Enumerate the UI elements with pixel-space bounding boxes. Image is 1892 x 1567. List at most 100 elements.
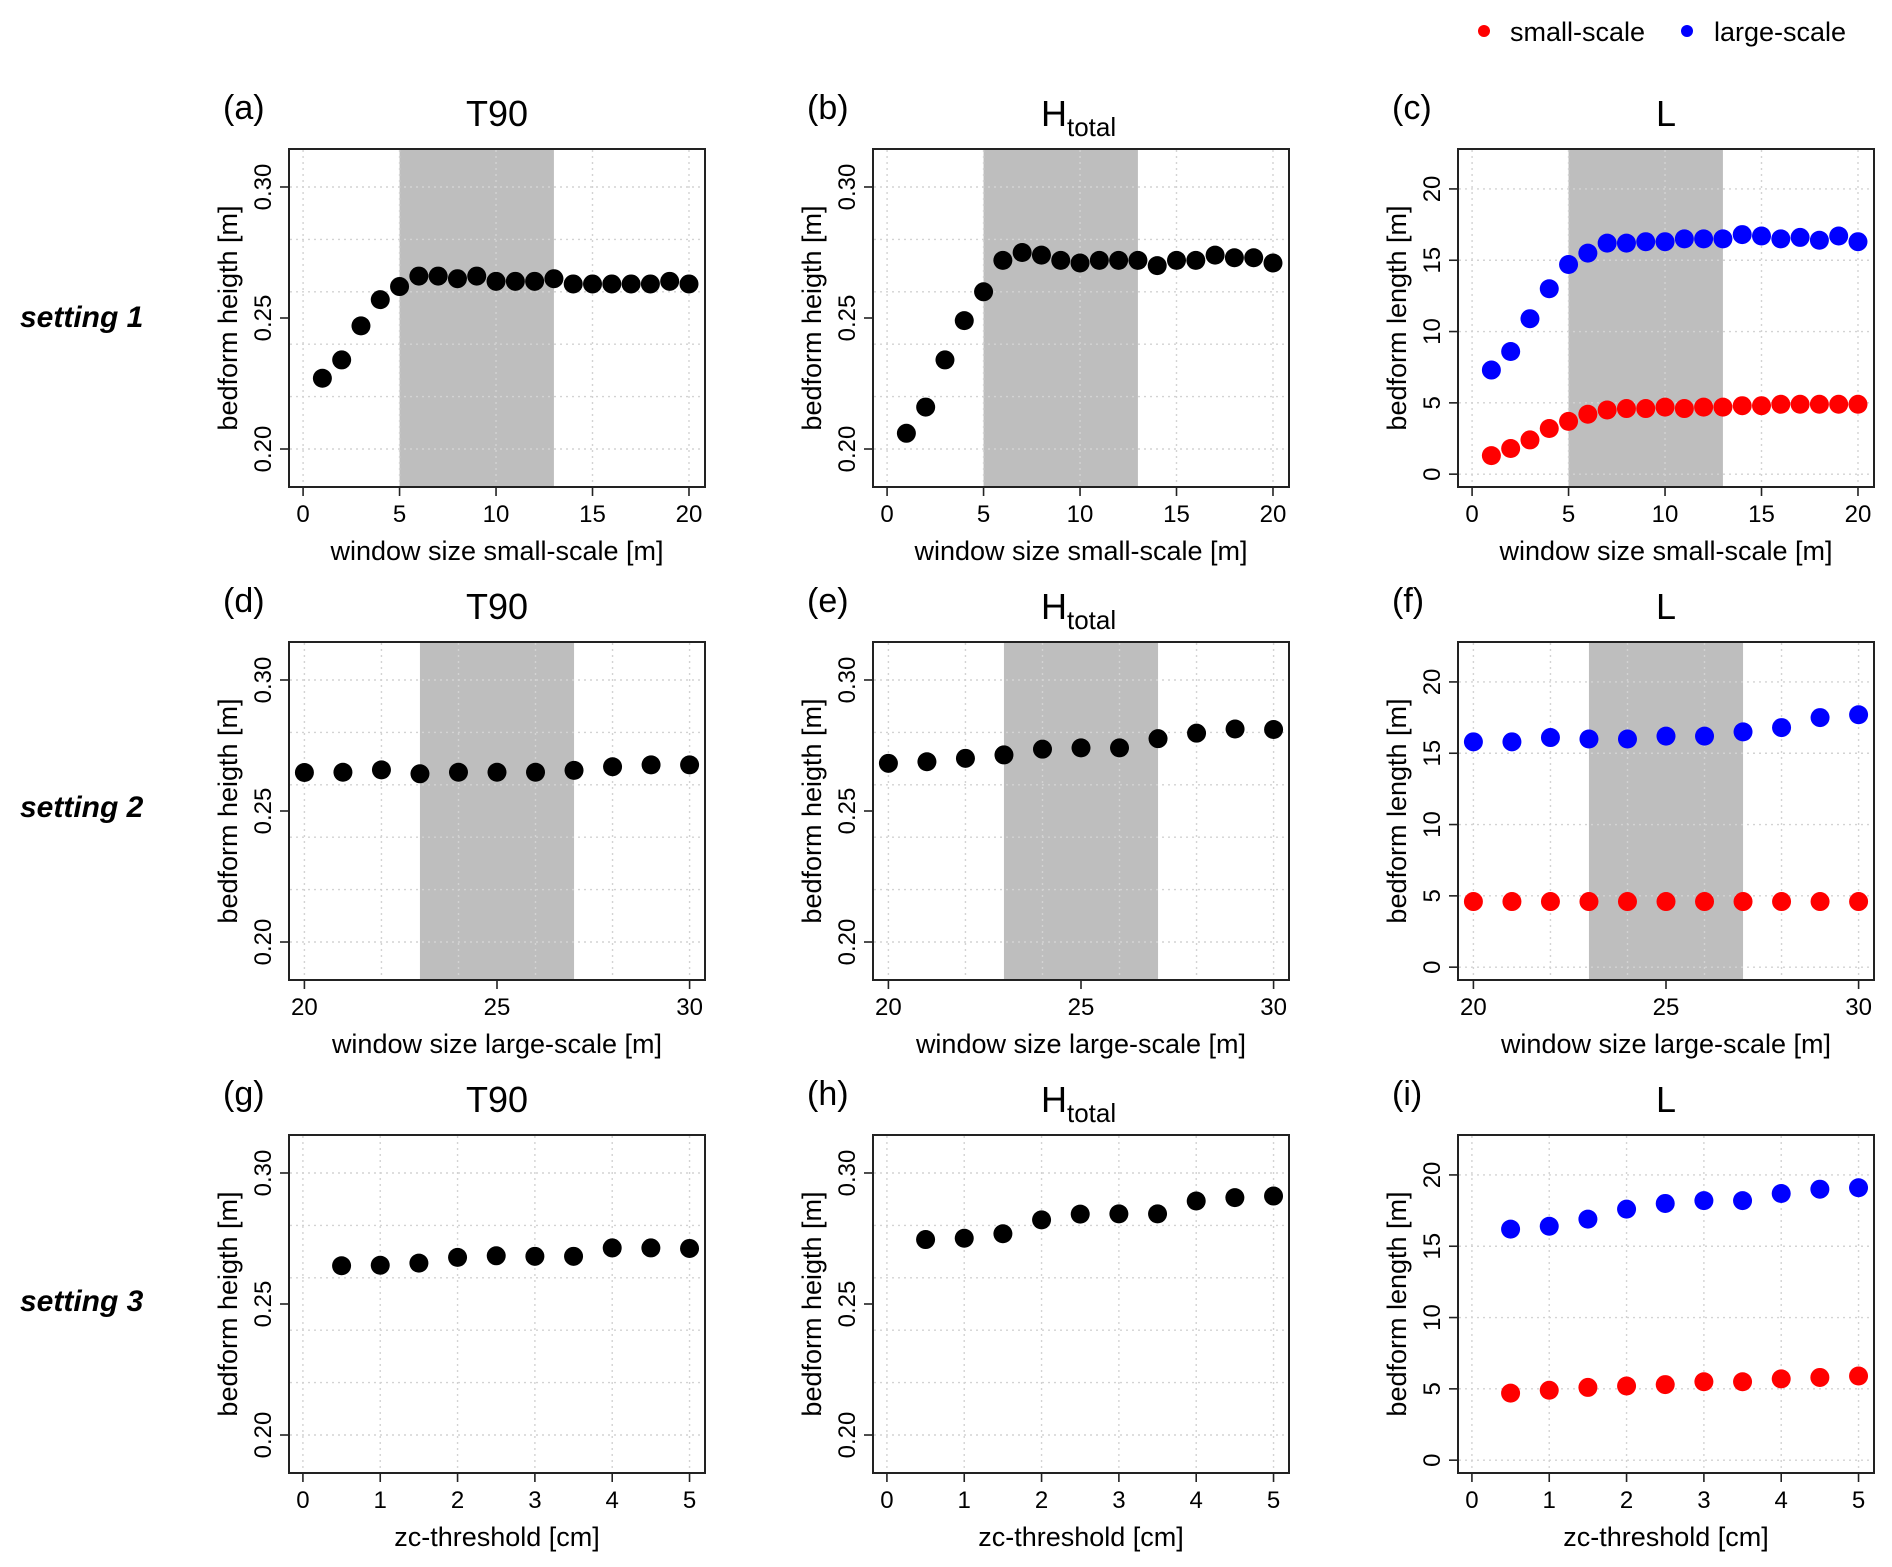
data-point	[563, 274, 583, 294]
panel-letter: (g)	[223, 1075, 265, 1113]
data-point	[1694, 1191, 1714, 1211]
panel-title-main: H	[1041, 1079, 1067, 1120]
panel-title-main: L	[1656, 93, 1676, 134]
series-htotal	[896, 242, 1283, 443]
x-tick-label: 0	[880, 1487, 893, 1514]
x-tick-label: 5	[393, 501, 406, 528]
legend-label-small-scale: small-scale	[1510, 17, 1645, 47]
x-tick-label: 15	[579, 501, 606, 528]
x-tick-label: 5	[1562, 501, 1575, 528]
x-tick-label: 10	[483, 501, 510, 528]
data-point	[1616, 233, 1636, 253]
x-tick-label: 10	[1652, 501, 1679, 528]
y-tick-label: 10	[1419, 811, 1446, 838]
legend-marker-small-scale	[1478, 25, 1490, 37]
data-point	[1148, 729, 1168, 749]
data-point	[1070, 253, 1090, 273]
panel-i: 0 1 2 3 4 5 0 5 10 15 20 zc-threshold [cm] bedform l…	[1382, 1075, 1875, 1552]
data-point	[467, 266, 487, 286]
x-tick-label: 5	[1267, 1487, 1280, 1514]
data-point	[916, 397, 936, 417]
x-axis-label: window size small-scale [m]	[1498, 536, 1832, 566]
data-point	[1849, 705, 1869, 725]
series-large-scale	[1463, 705, 1869, 752]
row-label-setting-1: setting 1	[20, 301, 143, 334]
x-tick-label: 1	[1543, 1487, 1556, 1514]
y-tick-label: 5	[1419, 889, 1446, 902]
y-tick-label: 15	[1419, 740, 1446, 767]
x-axis-label: window size large-scale [m]	[915, 1029, 1246, 1059]
data-point	[1540, 728, 1560, 748]
data-point	[1655, 232, 1675, 252]
data-point	[1809, 230, 1829, 250]
x-tick-label: 30	[1845, 994, 1872, 1021]
data-point	[526, 762, 546, 782]
panel-letter: (h)	[807, 1075, 849, 1113]
x-tick-label: 15	[1163, 501, 1190, 528]
series-htotal	[916, 1186, 1284, 1250]
data-point	[1752, 226, 1772, 246]
data-point	[954, 1228, 974, 1248]
panel-letter: (a)	[223, 89, 265, 127]
data-point	[1501, 1219, 1521, 1239]
panel-letter: (b)	[807, 89, 849, 127]
data-point	[390, 277, 410, 297]
y-tick-label: 0.30	[250, 164, 277, 211]
data-point	[1578, 1377, 1598, 1397]
panel-e: 20 25 30 0.20 0.25 0.30 window size large-scal…	[797, 582, 1290, 1059]
y-tick-label: 0	[1419, 1453, 1446, 1466]
panel-g: 0 1 2 3 4 5 0.20 0.25 0.30 zc-threshold [cm] bedfo…	[213, 1075, 706, 1552]
data-point	[1752, 396, 1772, 416]
y-tick-label: 0.25	[834, 295, 861, 342]
panel-title-main: H	[1041, 93, 1067, 134]
data-point	[641, 755, 661, 775]
data-point	[332, 1256, 352, 1276]
shaded-window-region	[399, 149, 554, 487]
data-point	[935, 350, 955, 370]
panel-title: L	[1656, 586, 1676, 627]
series-small-scale	[1463, 892, 1869, 912]
data-point	[1225, 719, 1245, 739]
y-tick-label: 20	[1419, 669, 1446, 696]
series-large-scale	[1481, 225, 1868, 380]
x-tick-label: 2	[451, 1487, 464, 1514]
data-point	[1540, 892, 1560, 912]
y-tick-label: 0.25	[834, 788, 861, 835]
data-point	[603, 757, 623, 777]
panel-title-main: T90	[466, 586, 528, 627]
data-point	[896, 423, 916, 443]
data-point	[1187, 723, 1207, 743]
y-axis-label: bedform heigth [m]	[797, 1191, 827, 1416]
data-point	[1656, 726, 1676, 746]
panel-title-subscript: total	[1067, 605, 1116, 635]
data-point	[1463, 892, 1483, 912]
shaded-window-region	[983, 149, 1138, 487]
x-tick-label: 25	[1068, 994, 1095, 1021]
data-point	[1829, 394, 1849, 414]
x-tick-label: 20	[1260, 501, 1287, 528]
series-t90	[312, 266, 699, 388]
panel-title-main: T90	[466, 93, 528, 134]
y-tick-label: 0	[1419, 960, 1446, 973]
data-point	[1617, 1376, 1637, 1396]
data-point	[1502, 732, 1522, 752]
data-point	[1501, 342, 1521, 362]
panel-a: 0 5 10 15 20 0.20 0.25 0.30 window size small-sc…	[213, 89, 706, 566]
panel-title-main: L	[1656, 1079, 1676, 1120]
data-point	[1810, 1179, 1830, 1199]
data-point	[1674, 399, 1694, 419]
panel-title: L	[1656, 93, 1676, 134]
x-axis-label: window size large-scale [m]	[331, 1029, 662, 1059]
data-point	[525, 271, 545, 291]
x-tick-label: 5	[1852, 1487, 1865, 1514]
data-point	[641, 1238, 661, 1258]
data-point	[1539, 1216, 1559, 1236]
data-point	[1205, 245, 1225, 265]
panel-letter: (e)	[807, 582, 849, 620]
data-point	[1186, 1191, 1206, 1211]
x-tick-label: 1	[958, 1487, 971, 1514]
data-point	[1771, 1369, 1791, 1389]
y-tick-label: 20	[1419, 176, 1446, 203]
x-tick-label: 3	[1697, 1487, 1710, 1514]
